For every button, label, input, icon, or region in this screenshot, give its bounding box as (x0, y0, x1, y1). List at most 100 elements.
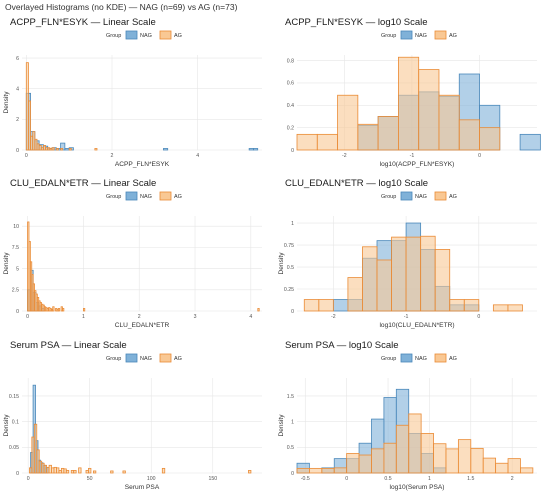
x-tick-label: 2 (138, 314, 141, 320)
bar-ag (309, 467, 323, 474)
bar-ag (358, 454, 372, 474)
legend-title: Group (381, 33, 396, 39)
bar-ag (507, 458, 521, 474)
x-tick-label: 0.5 (384, 476, 391, 482)
x-tick-label: 0 (345, 476, 348, 482)
x-tick-label: -1 (404, 314, 409, 320)
y-tick-label: 0.25 (284, 287, 294, 293)
bar-ag (122, 470, 126, 474)
panel-title: Serum PSA — Linear Scale (10, 340, 127, 351)
series-ag (296, 56, 501, 151)
bar-ag (296, 467, 310, 474)
y-tick-label: 0.1 (12, 419, 19, 425)
y-tick-label: 7.5 (12, 245, 19, 251)
y-axis-label: Density (3, 414, 10, 437)
gridlines (22, 216, 262, 312)
x-tick-label: 0 (27, 476, 30, 482)
x-tick-label: 50 (87, 476, 93, 482)
legend-label-nag: NAG (140, 33, 152, 39)
y-tick-label: 6 (16, 56, 19, 62)
x-tick-label: 1 (428, 476, 431, 482)
y-tick-label: 2.5 (12, 288, 19, 294)
x-axis-label: CLU_EDALN*ETR (115, 322, 170, 329)
x-tick-label: 150 (208, 476, 217, 482)
bar-ag (507, 304, 523, 312)
series-nag (25, 92, 259, 151)
panel-title: Serum PSA — log10 Scale (285, 340, 399, 351)
bar-ag (458, 119, 480, 151)
y-tick-label: 0.5 (287, 265, 294, 271)
legend-title: Group (106, 356, 121, 362)
legend: Group NAG AG (381, 30, 457, 40)
bar-ag (337, 94, 359, 151)
legend-label-ag: AG (449, 194, 457, 200)
y-tick-label: 0 (291, 471, 294, 477)
y-axis-label: Density (3, 252, 10, 275)
bar-ag (391, 236, 407, 312)
series-ag (28, 423, 252, 474)
y-tick-label: 0 (291, 309, 294, 315)
bar-ag (52, 306, 55, 312)
legend-label-ag: AG (449, 33, 457, 39)
y-tick-label: 0 (291, 148, 294, 154)
bar-ag (376, 259, 392, 312)
x-axis-label: log10(CLU_EDALN*ETR) (379, 322, 454, 329)
legend-label-nag: NAG (415, 33, 427, 39)
legend-label-nag: NAG (140, 194, 152, 200)
bar-ag (420, 235, 436, 312)
bar-ag (470, 447, 484, 474)
bar-ag (88, 467, 92, 474)
bar-nag (253, 148, 259, 151)
legend-label-ag: AG (174, 194, 182, 200)
panel-acpp-linear: ACPP_FLN*ESYK — Linear Scale Group NAG AG 0 2… (0, 13, 270, 171)
y-tick-label: 4 (16, 87, 19, 93)
bar-ag (463, 299, 480, 312)
gridlines (22, 378, 262, 474)
y-tick-label: 1.5 (287, 394, 294, 400)
legend: Group NAG AG (381, 353, 457, 363)
x-axis-label: log10(Serum PSA) (390, 484, 445, 491)
panel-psa-linear: Serum PSA — Linear Scale Group NAG AG 0 0.05 0… (0, 336, 270, 494)
legend: Group NAG AG (381, 191, 457, 201)
y-tick-label: 5 (16, 266, 19, 272)
legend-label-nag: NAG (415, 356, 427, 362)
x-tick-label: -2 (331, 314, 336, 320)
legend-title: Group (381, 194, 396, 200)
bar-ag (303, 299, 320, 312)
bar-ag (520, 467, 534, 474)
bar-ag (62, 308, 65, 312)
x-tick-label: -1 (410, 153, 415, 159)
bar-ag (55, 148, 59, 151)
bar-ag (51, 147, 55, 151)
series-ag (296, 413, 534, 474)
legend-swatch-nag (400, 30, 413, 40)
series-ag (303, 235, 523, 312)
y-tick-label: 10 (13, 224, 19, 230)
bar-ag (318, 299, 334, 312)
legend: Group NAG AG (106, 353, 182, 363)
legend: Group NAG AG (106, 30, 182, 40)
panel-title: ACPP_FLN*ESYK — Linear Scale (10, 17, 156, 28)
series-ag (25, 62, 98, 151)
y-tick-label: 2 (16, 117, 19, 123)
bar-nag (64, 148, 70, 151)
legend-title: Group (106, 194, 121, 200)
bar-ag (316, 133, 338, 151)
bar-ag (377, 116, 399, 151)
x-tick-label: 1 (82, 314, 85, 320)
legend-title: Group (106, 33, 121, 39)
x-tick-label: -2 (342, 153, 347, 159)
x-tick-label: 4 (196, 153, 199, 159)
x-tick-label: 3 (194, 314, 197, 320)
bar-ag (433, 443, 447, 474)
legend-swatch-ag (434, 191, 447, 201)
panel-clu-linear: CLU_EDALN*ETR — Linear Scale Group NAG AG 0 2… (0, 174, 270, 332)
bar-ag (398, 56, 420, 151)
bar-ag (492, 304, 509, 312)
x-tick-label: 100 (147, 476, 156, 482)
legend-swatch-ag (159, 30, 172, 40)
bar-ag (395, 424, 410, 474)
legend-swatch-nag (400, 353, 413, 363)
x-tick-label: 2 (511, 476, 514, 482)
figure-title: Overlayed Histograms (no KDE) — NAG (n=6… (5, 2, 238, 12)
